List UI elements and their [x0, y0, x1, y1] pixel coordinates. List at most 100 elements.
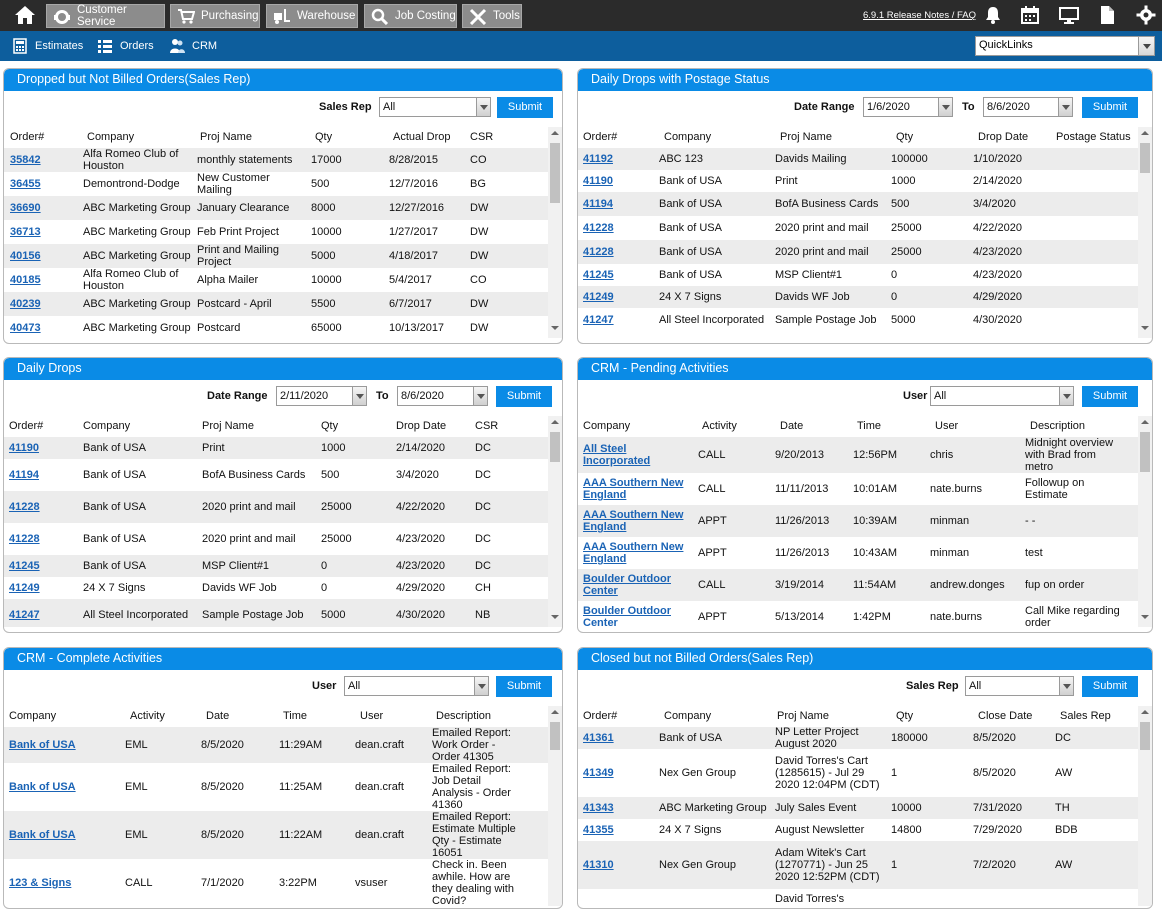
table-row[interactable]: David Torres's — [578, 889, 1138, 906]
scrollbar[interactable] — [1138, 706, 1152, 906]
scrollbar[interactable] — [548, 416, 562, 627]
date-to-select[interactable]: 8/6/2020 — [983, 97, 1073, 117]
row-link[interactable]: 41247 — [9, 609, 40, 621]
table-row[interactable]: 41190 Bank of USA Print 1000 2/14/2020 DC — [4, 437, 548, 459]
row-link[interactable]: 41192 — [583, 153, 613, 165]
table-row[interactable]: 40473 ABC Marketing Group Postcard 65000 10/… — [4, 316, 548, 338]
table-row[interactable]: 40156 ABC Marketing Group Print and Mailin… — [4, 244, 548, 268]
row-link[interactable]: 41310 — [583, 859, 614, 871]
row-link[interactable]: All Steel Incorporated — [583, 443, 651, 467]
row-link[interactable]: 41194 — [583, 198, 613, 210]
row-link[interactable]: AAA Southern New England — [583, 477, 684, 501]
user-select[interactable]: All — [930, 386, 1074, 406]
row-link[interactable]: 40239 — [10, 298, 41, 310]
row-link[interactable]: 41355 — [583, 824, 614, 836]
nav-job-costing[interactable]: Job Costing — [364, 4, 457, 28]
scrollbar[interactable] — [548, 706, 562, 906]
table-row[interactable]: 36455 Demontrond-Dodge New Customer Mailin… — [4, 172, 548, 196]
home-icon[interactable] — [14, 5, 40, 27]
table-row[interactable]: All Steel Incorporated CALL 9/20/2013 12:56… — [578, 437, 1138, 473]
monitor-icon[interactable] — [1059, 5, 1079, 25]
row-link[interactable]: Bank of USA — [9, 781, 76, 793]
table-row[interactable]: 36690 ABC Marketing Group January Clearanc… — [4, 196, 548, 220]
submit-button[interactable]: Submit — [1082, 97, 1138, 118]
row-link[interactable]: 41228 — [9, 501, 40, 513]
submit-button[interactable]: Submit — [496, 386, 552, 407]
table-row[interactable]: 41190 Bank of USA Print 1000 2/14/2020 — [578, 170, 1138, 192]
row-link[interactable]: 41247 — [583, 314, 614, 326]
scroll-thumb[interactable] — [550, 143, 560, 203]
row-link[interactable]: 36713 — [10, 226, 41, 238]
row-link[interactable]: 41190 — [583, 175, 613, 187]
row-link[interactable]: Bank of USA — [9, 739, 76, 751]
bell-icon[interactable] — [983, 5, 1003, 25]
scroll-up-icon[interactable] — [551, 418, 559, 426]
row-link[interactable]: 41361 — [583, 732, 614, 744]
user-select[interactable]: All — [344, 676, 489, 696]
scroll-down-icon[interactable] — [551, 613, 559, 621]
row-link[interactable]: AAA Southern New England — [583, 509, 684, 533]
table-row[interactable]: 41192 ABC 123 Davids Mailing 100000 1/10/202… — [578, 148, 1138, 170]
table-row[interactable]: 41228 Bank of USA 2020 print and mail 25000… — [578, 240, 1138, 264]
submit-button[interactable]: Submit — [497, 97, 553, 118]
scrollbar[interactable] — [1138, 416, 1152, 627]
row-link[interactable]: 36690 — [10, 202, 41, 214]
subnav-estimates[interactable]: Estimates — [12, 38, 83, 54]
scroll-up-icon[interactable] — [551, 129, 559, 137]
table-row[interactable]: Boulder Outdoor Center APPT 5/13/2014 1:42P… — [578, 601, 1138, 627]
scroll-thumb[interactable] — [1140, 722, 1150, 750]
row-link[interactable]: 41249 — [9, 582, 40, 594]
table-row[interactable]: 41228 Bank of USA 2020 print and mail 25000… — [4, 491, 548, 523]
row-link[interactable]: 41190 — [9, 442, 39, 454]
table-row[interactable]: Bank of USA EML 8/5/2020 11:22AM dean.craft E… — [4, 811, 548, 859]
date-from-select[interactable]: 1/6/2020 — [863, 97, 953, 117]
row-link[interactable]: 35842 — [10, 154, 41, 166]
submit-button[interactable]: Submit — [1082, 676, 1138, 697]
row-link[interactable]: 41228 — [9, 533, 40, 545]
release-notes-link[interactable]: 6.9.1 Release Notes / FAQ — [863, 10, 977, 21]
table-row[interactable]: 36713 ABC Marketing Group Feb Print Projec… — [4, 220, 548, 244]
table-row[interactable]: Boulder Outdoor Center CALL 3/19/2014 11:54… — [578, 569, 1138, 601]
row-link[interactable]: 40156 — [10, 250, 41, 262]
table-row[interactable]: AAA Southern New England APPT 11/26/2013 10… — [578, 537, 1138, 569]
nav-warehouse[interactable]: Warehouse — [266, 4, 358, 28]
calendar-icon[interactable] — [1020, 5, 1040, 25]
row-link[interactable]: 41343 — [583, 802, 614, 814]
table-row[interactable]: AAA Southern New England CALL 11/11/2013 10… — [578, 473, 1138, 505]
subnav-crm[interactable]: CRM — [169, 38, 217, 54]
table-row[interactable]: 41245 Bank of USA MSP Client#1 0 4/23/2020 — [578, 264, 1138, 286]
table-row[interactable]: 41247 All Steel Incorporated Sample Postag… — [4, 599, 548, 627]
scroll-up-icon[interactable] — [1141, 129, 1149, 137]
scroll-down-icon[interactable] — [1141, 613, 1149, 621]
scroll-down-icon[interactable] — [551, 324, 559, 332]
sales-rep-select[interactable]: All — [965, 676, 1074, 696]
sales-rep-select[interactable]: All — [379, 97, 491, 117]
row-link[interactable]: 41349 — [583, 767, 614, 779]
row-link[interactable]: 40473 — [10, 322, 41, 334]
row-link[interactable]: 41194 — [9, 469, 39, 481]
scroll-thumb[interactable] — [1140, 432, 1150, 472]
row-link[interactable]: AAA Southern New England — [583, 541, 684, 565]
table-row[interactable]: 41247 All Steel Incorporated Sample Postag… — [578, 308, 1138, 332]
scroll-thumb[interactable] — [1140, 143, 1150, 173]
scroll-up-icon[interactable] — [1141, 418, 1149, 426]
gear-icon[interactable] — [1136, 5, 1156, 25]
table-row[interactable]: 41249 24 X 7 Signs Davids WF Job 0 4/29/2020… — [4, 577, 548, 599]
table-row[interactable]: 40239 ABC Marketing Group Postcard - April… — [4, 292, 548, 316]
document-icon[interactable] — [1097, 5, 1117, 25]
row-link[interactable]: 41249 — [583, 291, 614, 303]
table-row[interactable]: 41310 Nex Gen Group Adam Witek's Cart (127… — [578, 841, 1138, 889]
scrollbar[interactable] — [548, 127, 562, 338]
nav-customer-service[interactable]: Customer Service — [46, 4, 165, 28]
table-row[interactable]: 41249 24 X 7 Signs Davids WF Job 0 4/29/2020 — [578, 286, 1138, 308]
date-from-select[interactable]: 2/11/2020 — [276, 386, 367, 406]
nav-tools[interactable]: Tools — [462, 4, 522, 28]
scroll-thumb[interactable] — [550, 432, 560, 462]
row-link[interactable]: 41228 — [583, 246, 614, 258]
row-link[interactable]: 36455 — [10, 178, 41, 190]
table-row[interactable]: 123 & Signs CALL 7/1/2020 3:22PM vsuser Check… — [4, 859, 548, 906]
table-row[interactable]: 35842 Alfa Romeo Club of Houston monthly s… — [4, 148, 548, 172]
scroll-down-icon[interactable] — [1141, 324, 1149, 332]
table-row[interactable]: 40185 Alfa Romeo Club of Houston Alpha Mai… — [4, 268, 548, 292]
table-row[interactable]: 41228 Bank of USA 2020 print and mail 25000… — [4, 523, 548, 555]
